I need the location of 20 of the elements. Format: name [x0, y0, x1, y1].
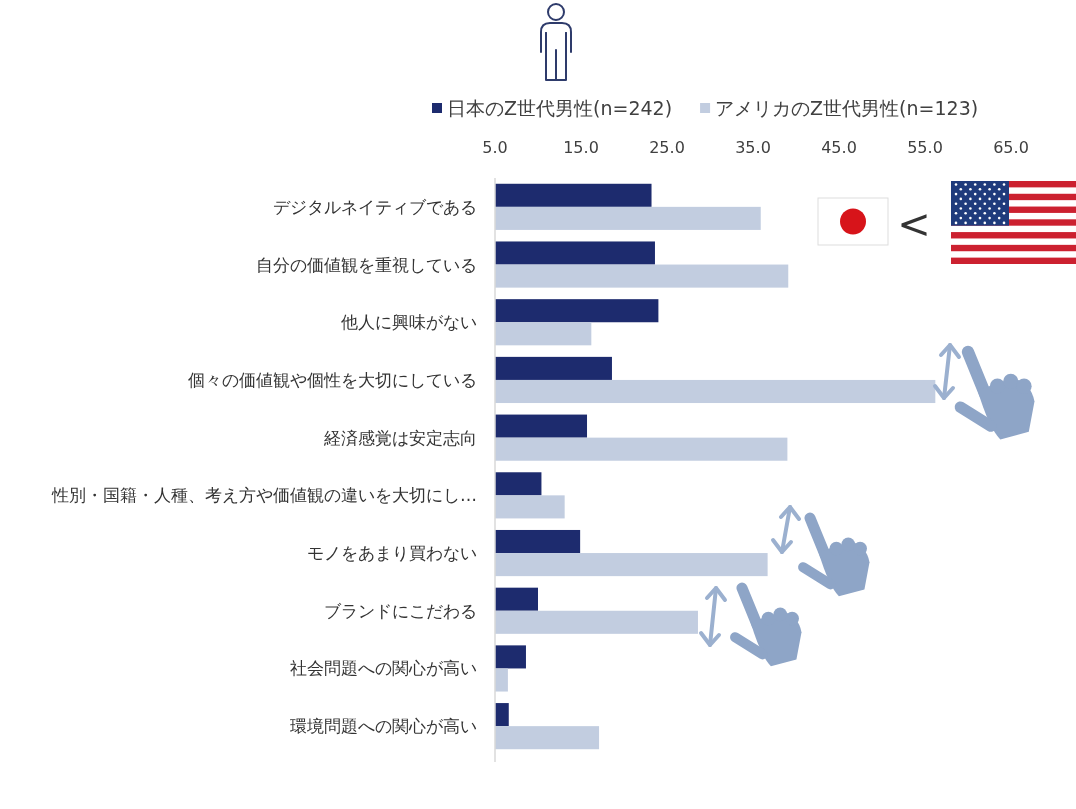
y-tick-label: ブランドにこだわる [324, 600, 477, 621]
x-tick-label: 15.0 [563, 138, 599, 157]
x-tick-label: 45.0 [821, 138, 857, 157]
y-tick-label: 他人に興味がない [341, 312, 477, 333]
y-tick-label: 個々の価値観や個性を大切にしている [188, 369, 477, 390]
x-tick-label: 65.0 [993, 138, 1029, 157]
y-tick-label: 経済感覚は安定志向 [323, 427, 477, 448]
y-tick-label: モノをあまり買わない [307, 543, 477, 564]
x-tick-label: 35.0 [735, 138, 771, 157]
y-tick-label: 社会問題への関心が高い [290, 658, 477, 679]
legend-label: 日本のZ世代男性(n=242) [447, 97, 673, 119]
y-tick-label: 性別・国籍・人種、考え方や価値観の違いを大切にし… [51, 485, 477, 506]
legend-label: アメリカのZ世代男性(n=123) [715, 97, 979, 119]
x-tick-label: 55.0 [907, 138, 943, 157]
x-tick-label: 5.0 [482, 138, 508, 157]
y-tick-label: デジタルネイティブである [273, 196, 477, 217]
annotation: < [897, 201, 931, 247]
x-tick-label: 25.0 [649, 138, 685, 157]
y-tick-label: 環境問題への関心が高い [290, 716, 477, 737]
y-tick-label: 自分の価値観を重視している [256, 254, 477, 275]
